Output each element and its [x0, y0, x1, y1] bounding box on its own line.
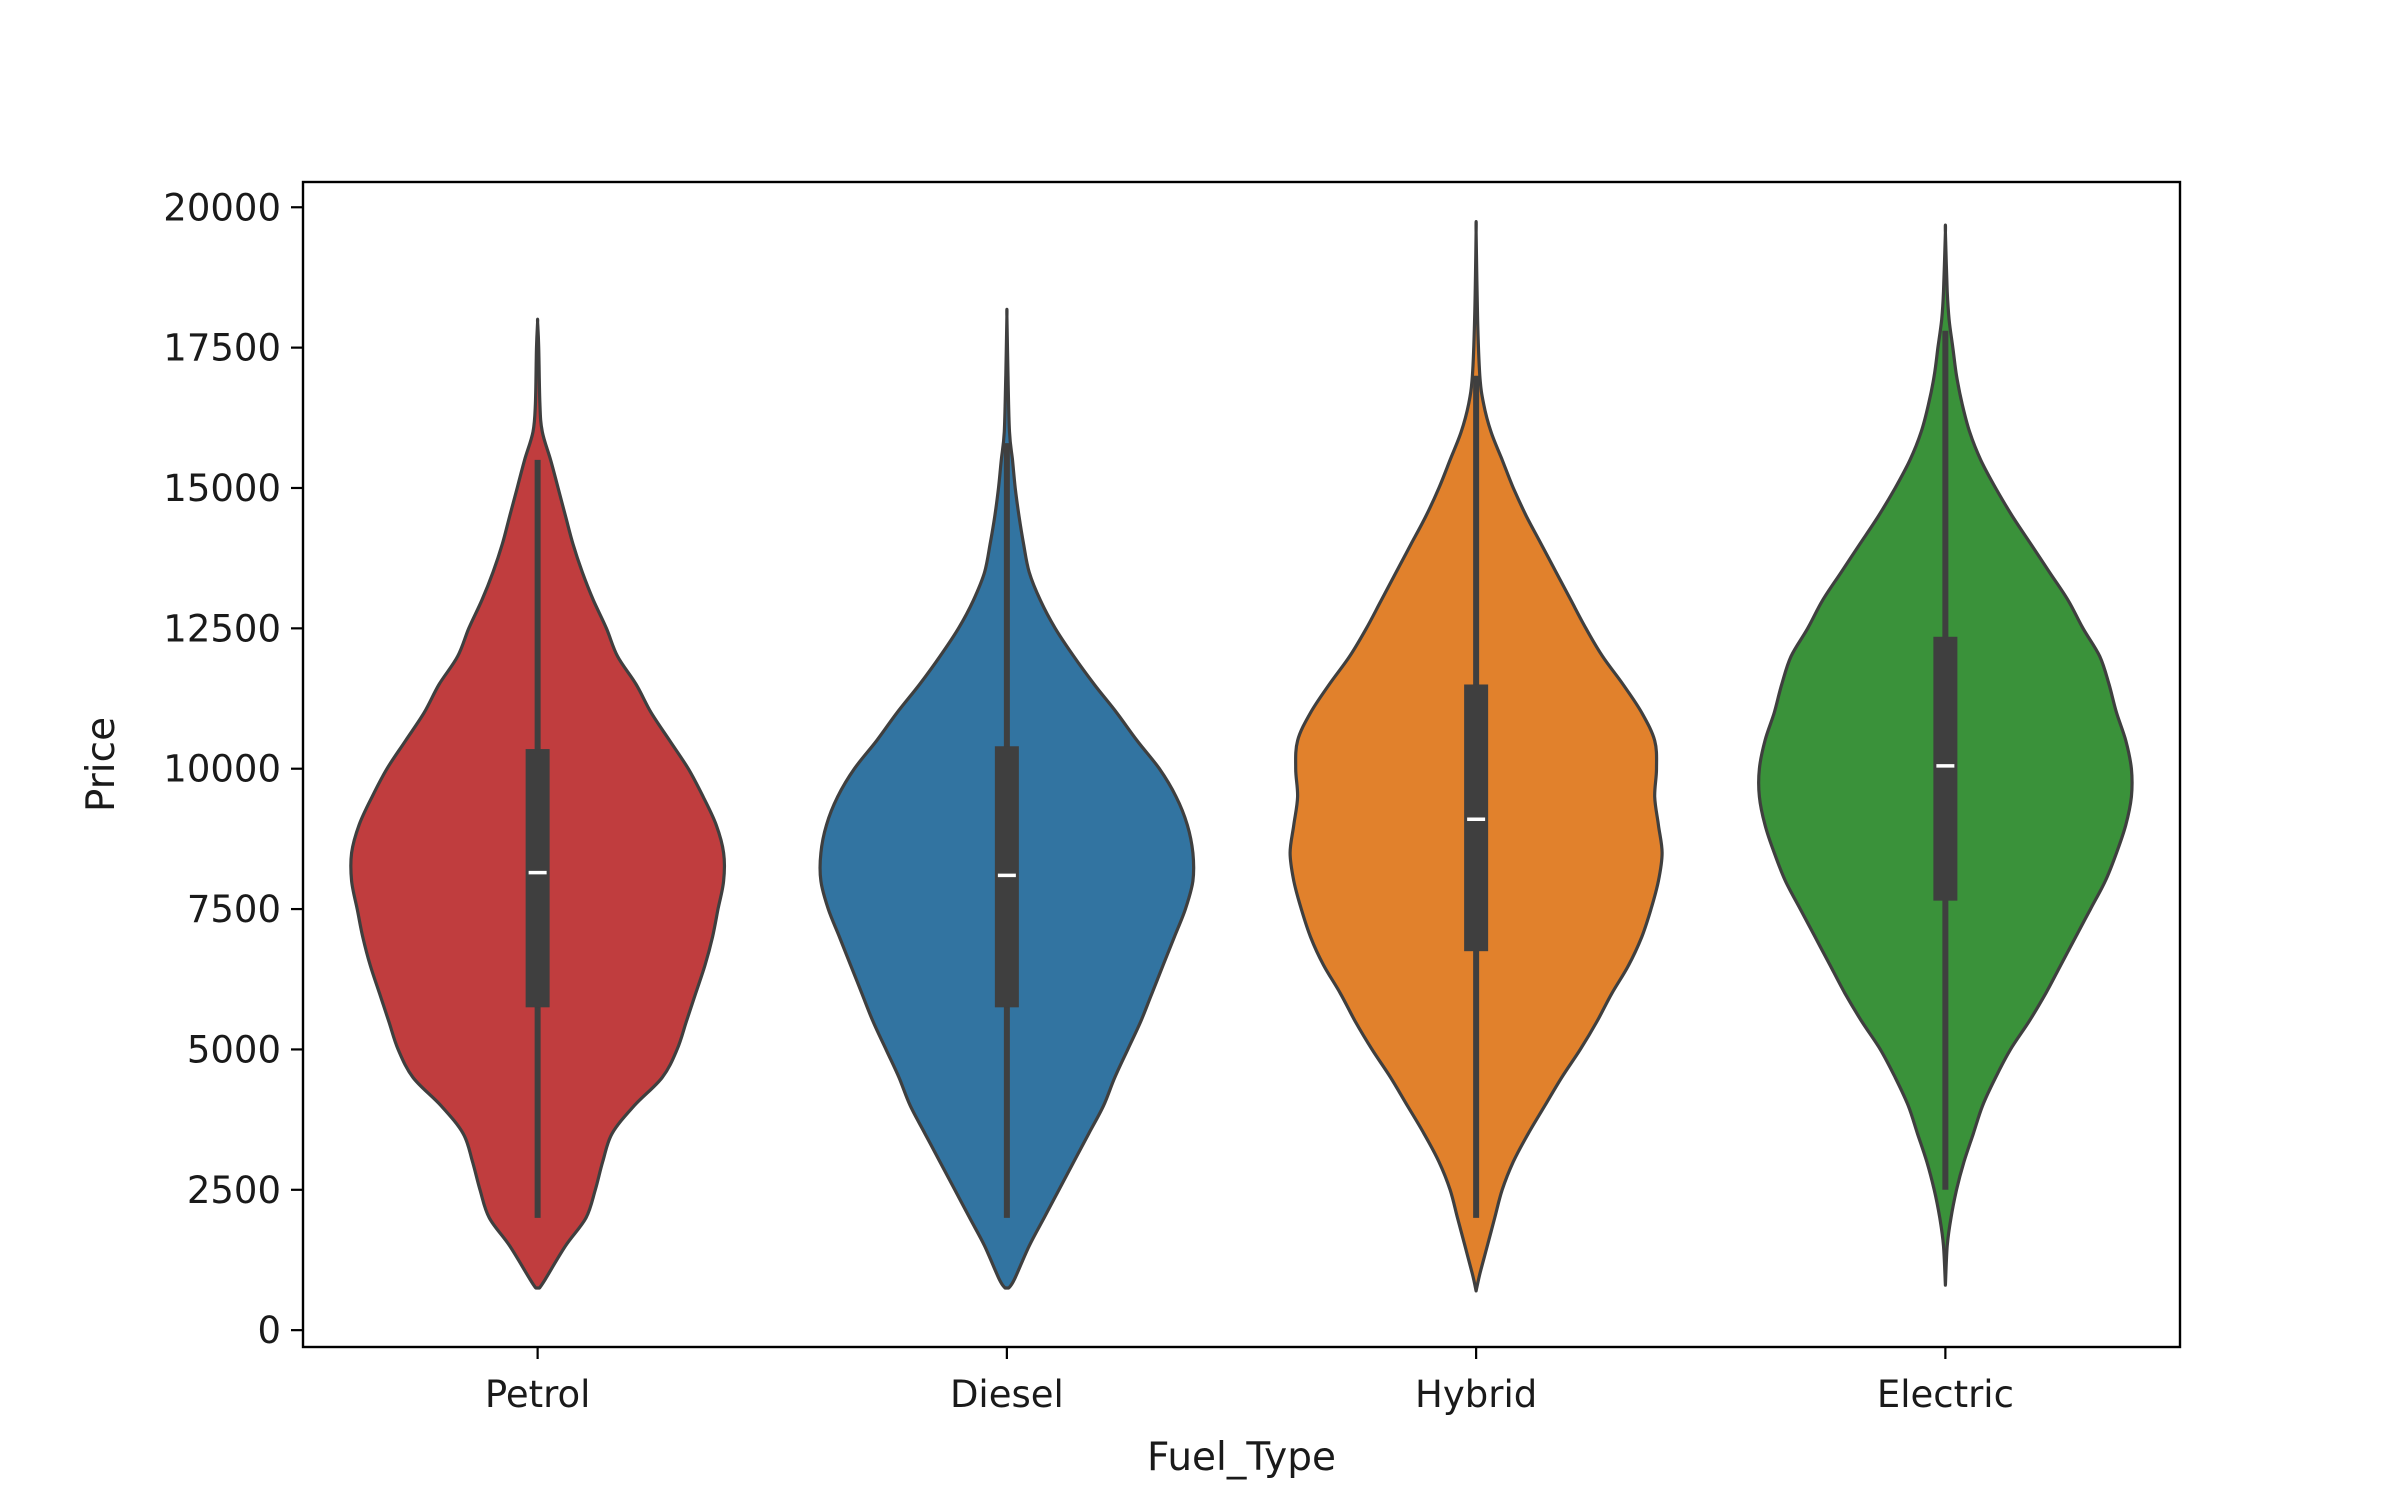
iqr-box-petrol [525, 749, 550, 1008]
y-tick-label: 0 [257, 1309, 281, 1352]
y-tick-label: 7500 [187, 888, 281, 931]
y-tick-label: 12500 [163, 607, 281, 650]
y-tick-label: 17500 [163, 327, 281, 370]
x-axis-ticks: Petrol Diesel Hybrid Electric [485, 1347, 2014, 1416]
y-tick-label: 10000 [163, 748, 281, 791]
violin-electric [1757, 223, 2134, 1287]
x-tick-label: Petrol [485, 1373, 591, 1416]
x-tick-label: Diesel [950, 1373, 1064, 1416]
violins-layer [349, 220, 2134, 1293]
violin-hybrid [1288, 220, 1664, 1293]
x-tick-label: Electric [1877, 1373, 2014, 1416]
y-tick-label: 2500 [187, 1169, 281, 1212]
y-axis-ticks: 0 2500 5000 7500 10000 12500 15000 17500 20000 [163, 186, 303, 1352]
iqr-box-electric [1933, 636, 1958, 901]
y-axis-label: Price [79, 717, 124, 812]
plot-frame [301, 180, 2182, 1349]
y-tick-label: 5000 [187, 1028, 281, 1071]
violin-diesel [818, 307, 1196, 1290]
y-tick-label: 15000 [163, 467, 281, 510]
violin-petrol [349, 317, 727, 1290]
x-tick-label: Hybrid [1415, 1373, 1537, 1416]
y-tick-label: 20000 [163, 186, 281, 229]
x-axis-label: Fuel_Type [1147, 1435, 1336, 1480]
